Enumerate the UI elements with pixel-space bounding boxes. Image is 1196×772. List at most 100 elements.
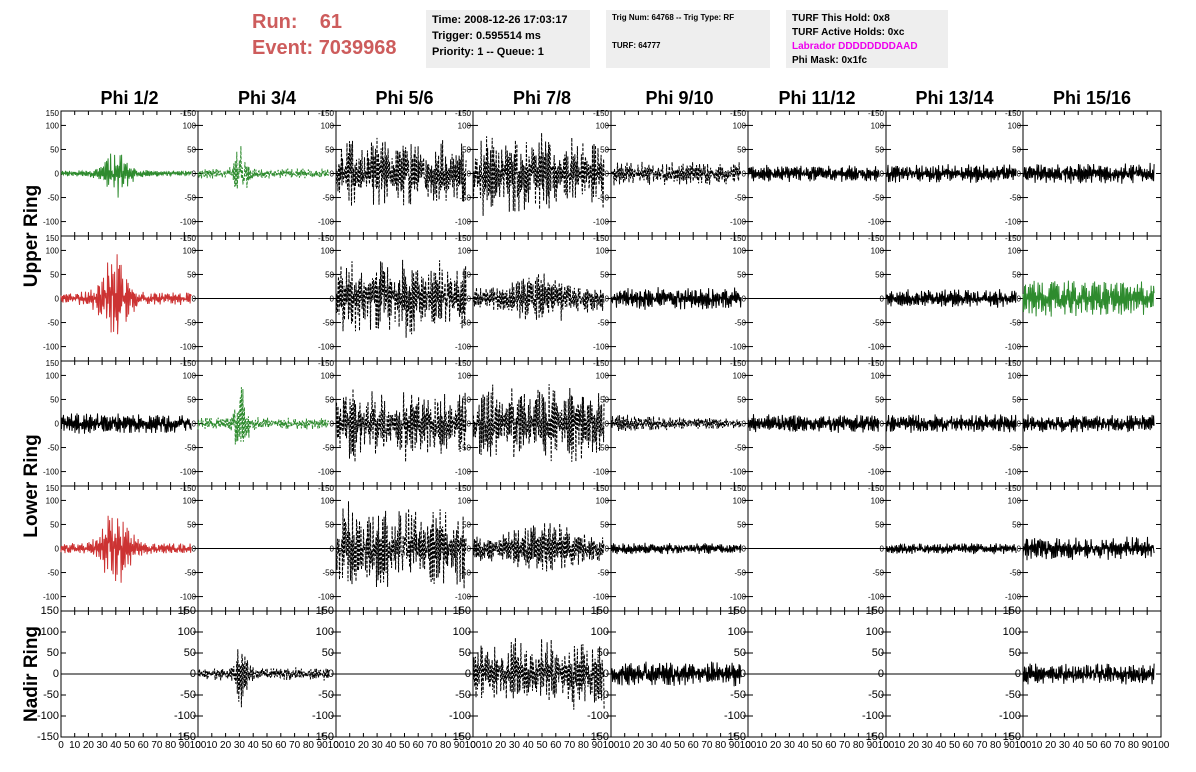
x-tick-label: 0 [883, 740, 889, 751]
x-tick-label: 30 [784, 740, 796, 751]
x-tick-label: 100 [878, 740, 895, 751]
y-tick-label: 0 [467, 295, 472, 304]
y-tick-label: 50 [187, 395, 196, 404]
y-tick-label: 50 [1012, 520, 1021, 529]
y-tick-label: -50 [1009, 194, 1021, 203]
x-tick-label: 10 [69, 740, 81, 751]
y-tick-label: 100 [728, 626, 746, 638]
waveform-trace [60, 153, 192, 198]
x-tick-label: 50 [811, 740, 823, 751]
y-tick-label: 50 [600, 520, 609, 529]
y-tick-label: 100 [596, 121, 610, 130]
y-tick-label: -150 [593, 234, 610, 243]
y-tick-label: -100 [174, 710, 196, 722]
x-tick-label: 50 [124, 740, 136, 751]
y-tick-label: -50 [872, 444, 884, 453]
y-tick-label: 0 [55, 295, 60, 304]
y-tick-label: -100 [1005, 468, 1022, 477]
y-tick-label: 100 [46, 371, 60, 380]
y-tick-label: 150 [41, 605, 59, 617]
y-tick-label: 0 [880, 545, 885, 554]
y-tick-label: 50 [187, 520, 196, 529]
waveform-trace [60, 515, 192, 583]
y-tick-label: 100 [321, 121, 335, 130]
y-tick-label: 0 [192, 170, 197, 179]
y-tick-label: 50 [462, 520, 471, 529]
y-tick-label: -50 [1009, 319, 1021, 328]
x-tick-label: 100 [465, 740, 482, 751]
y-tick-label: 100 [596, 371, 610, 380]
y-tick-label: -50 [593, 689, 609, 701]
y-tick-label: -150 [730, 359, 747, 368]
y-tick-label: -150 [730, 109, 747, 118]
y-tick-label: -150 [180, 359, 197, 368]
y-tick-label: 100 [178, 626, 196, 638]
y-tick-label: 0 [465, 668, 471, 680]
x-tick-label: 50 [1086, 740, 1098, 751]
y-tick-label: 0 [192, 545, 197, 554]
waveform-trace [610, 542, 742, 555]
column-title: Phi 13/14 [915, 88, 993, 108]
y-tick-label: 100 [41, 626, 59, 638]
x-tick-label: 20 [83, 740, 95, 751]
waveform-trace [747, 414, 880, 433]
y-tick-label: 0 [330, 295, 335, 304]
x-tick-label: 70 [151, 740, 163, 751]
y-tick-label: 100 [183, 371, 197, 380]
waveform-trace [610, 287, 742, 310]
x-tick-label: 90 [592, 740, 604, 751]
y-tick-label: -100 [730, 343, 747, 352]
y-tick-label: -50 [180, 689, 196, 701]
ring-label: Lower Ring [21, 434, 42, 537]
y-tick-label: 100 [453, 626, 471, 638]
y-tick-label: -100 [1005, 343, 1022, 352]
column-title: Phi 9/10 [645, 88, 713, 108]
y-tick-label: 50 [600, 270, 609, 279]
y-tick-label: -50 [184, 569, 196, 578]
y-tick-label: 100 [458, 371, 472, 380]
event-label: Event: [252, 37, 314, 59]
y-tick-label: -100 [1005, 218, 1022, 227]
y-tick-label: 100 [1008, 371, 1022, 380]
y-tick-label: -100 [724, 710, 746, 722]
y-tick-label: 100 [871, 496, 885, 505]
y-tick-label: 50 [184, 647, 196, 659]
y-tick-label: 100 [458, 121, 472, 130]
waveform-trace [335, 501, 467, 589]
run-event-info: Run: 61 Event: 7039968 [252, 9, 397, 61]
x-tick-label: 20 [908, 740, 920, 751]
y-tick-label: 100 [871, 371, 885, 380]
y-tick-label: -100 [455, 218, 472, 227]
y-tick-label: 0 [740, 668, 746, 680]
y-tick-label: 0 [55, 545, 60, 554]
y-tick-label: -150 [1005, 109, 1022, 118]
y-tick-label: 0 [880, 295, 885, 304]
y-tick-label: 50 [600, 145, 609, 154]
y-tick-label: -50 [47, 444, 59, 453]
y-tick-label: -50 [459, 194, 471, 203]
y-tick-label: -100 [999, 710, 1021, 722]
y-tick-label: 0 [53, 668, 59, 680]
y-tick-label: -150 [180, 234, 197, 243]
y-tick-label: -50 [184, 194, 196, 203]
y-tick-label: 150 [453, 605, 471, 617]
y-tick-label: -100 [43, 343, 60, 352]
waveform-trace [610, 161, 742, 186]
y-tick-label: -100 [449, 710, 471, 722]
y-tick-label: -50 [872, 194, 884, 203]
y-tick-label: -100 [587, 710, 609, 722]
y-tick-label: -50 [1009, 569, 1021, 578]
waveform-trace [1022, 162, 1155, 184]
y-tick-label: -50 [734, 569, 746, 578]
x-tick-label: 70 [701, 740, 713, 751]
y-tick-label: -50 [318, 689, 334, 701]
y-tick-label: -150 [180, 109, 197, 118]
y-tick-label: 100 [183, 121, 197, 130]
x-tick-label: 40 [385, 740, 397, 751]
x-tick-label: 60 [550, 740, 562, 751]
y-tick-label: 50 [325, 395, 334, 404]
y-tick-label: -100 [180, 593, 197, 602]
y-tick-label: 50 [325, 270, 334, 279]
waveform-trace [747, 164, 880, 183]
x-tick-label: 100 [1153, 740, 1170, 751]
